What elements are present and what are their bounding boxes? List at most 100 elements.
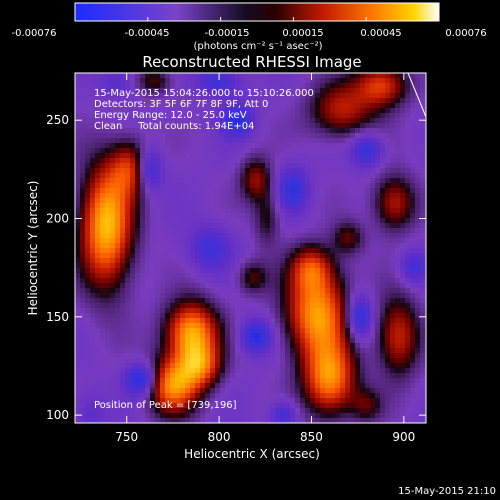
heatmap-cell <box>220 153 226 159</box>
heatmap-cell <box>160 298 166 304</box>
heatmap-cell <box>245 153 251 159</box>
heatmap-cell <box>220 113 226 119</box>
heatmap-cell <box>335 113 341 119</box>
heatmap-cell <box>330 393 336 399</box>
heatmap-cell <box>190 73 196 79</box>
heatmap-cell <box>365 188 371 194</box>
heatmap-cell <box>75 228 81 234</box>
heatmap-cell <box>255 318 261 324</box>
heatmap-cell <box>310 163 316 169</box>
heatmap-cell <box>105 288 111 294</box>
heatmap-cell <box>135 408 141 414</box>
heatmap-cell <box>290 203 296 209</box>
heatmap-cell <box>100 123 106 129</box>
heatmap-cell <box>330 308 336 314</box>
heatmap-cell <box>320 338 326 344</box>
heatmap-cell <box>115 218 121 224</box>
heatmap-cell <box>250 213 256 219</box>
heatmap-cell <box>355 208 361 214</box>
heatmap-cell <box>290 323 296 329</box>
heatmap-cell <box>230 313 236 319</box>
heatmap-cell <box>400 188 406 194</box>
heatmap-cell <box>195 113 201 119</box>
heatmap-cell <box>220 93 226 99</box>
heatmap-cell <box>285 113 291 119</box>
heatmap-cell <box>320 93 326 99</box>
heatmap-cell <box>310 238 316 244</box>
heatmap-cell <box>90 203 96 209</box>
heatmap-cell <box>305 108 311 114</box>
heatmap-cell <box>420 253 426 259</box>
heatmap-cell <box>240 98 246 104</box>
heatmap-cell <box>250 108 256 114</box>
heatmap-cell <box>225 138 231 144</box>
heatmap-cell <box>400 263 406 269</box>
heatmap-cell <box>170 323 176 329</box>
heatmap-cell <box>200 243 206 249</box>
heatmap-cell <box>265 128 271 134</box>
heatmap-cell <box>190 378 196 384</box>
heatmap-cell <box>325 228 331 234</box>
heatmap-cell <box>400 348 406 354</box>
heatmap-cell <box>340 108 346 114</box>
heatmap-cell <box>360 193 366 199</box>
heatmap-cell <box>400 363 406 369</box>
heatmap-cell <box>300 273 306 279</box>
heatmap-cell <box>290 118 296 124</box>
heatmap-cell <box>220 283 226 289</box>
heatmap-cell <box>140 138 146 144</box>
heatmap-cell <box>120 333 126 339</box>
heatmap-cell <box>240 163 246 169</box>
heatmap-cell <box>380 383 386 389</box>
heatmap-cell <box>215 138 221 144</box>
heatmap-cell <box>300 343 306 349</box>
heatmap-cell <box>405 213 411 219</box>
heatmap-cell <box>305 313 311 319</box>
heatmap-cell <box>375 293 381 299</box>
heatmap-cell <box>155 373 161 379</box>
heatmap-cell <box>335 138 341 144</box>
heatmap-cell <box>245 183 251 189</box>
heatmap-cell <box>415 273 421 279</box>
heatmap-cell <box>400 118 406 124</box>
heatmap-cell <box>225 303 231 309</box>
heatmap-cell <box>285 263 291 269</box>
heatmap-cell <box>330 343 336 349</box>
heatmap-cell <box>210 213 216 219</box>
heatmap-cell <box>295 263 301 269</box>
heatmap-cell <box>415 388 421 394</box>
heatmap-cell <box>310 263 316 269</box>
heatmap-cell <box>200 228 206 234</box>
heatmap-cell <box>180 383 186 389</box>
heatmap-cell <box>140 298 146 304</box>
heatmap-cell <box>265 263 271 269</box>
heatmap-cell <box>230 308 236 314</box>
heatmap-cell <box>320 243 326 249</box>
heatmap-cell <box>205 348 211 354</box>
heatmap-cell <box>335 403 341 409</box>
heatmap-cell <box>195 173 201 179</box>
heatmap-cell <box>355 253 361 259</box>
heatmap-cell <box>315 383 321 389</box>
heatmap-cell <box>90 223 96 229</box>
heatmap-cell <box>280 403 286 409</box>
heatmap-cell <box>375 98 381 104</box>
heatmap-cell <box>330 123 336 129</box>
heatmap-cell <box>155 138 161 144</box>
heatmap-cell <box>355 313 361 319</box>
heatmap-cell <box>225 368 231 374</box>
heatmap-cell <box>375 393 381 399</box>
heatmap-cell <box>190 88 196 94</box>
heatmap-cell <box>265 133 271 139</box>
heatmap-cell <box>95 243 101 249</box>
heatmap-cell <box>125 198 131 204</box>
heatmap-cell <box>105 318 111 324</box>
heatmap-cell <box>130 218 136 224</box>
heatmap-cell <box>325 308 331 314</box>
heatmap-cell <box>240 358 246 364</box>
heatmap-cell <box>190 238 196 244</box>
heatmap-cell <box>345 358 351 364</box>
heatmap-cell <box>80 328 86 334</box>
heatmap-cell <box>305 283 311 289</box>
heatmap-cell <box>250 303 256 309</box>
